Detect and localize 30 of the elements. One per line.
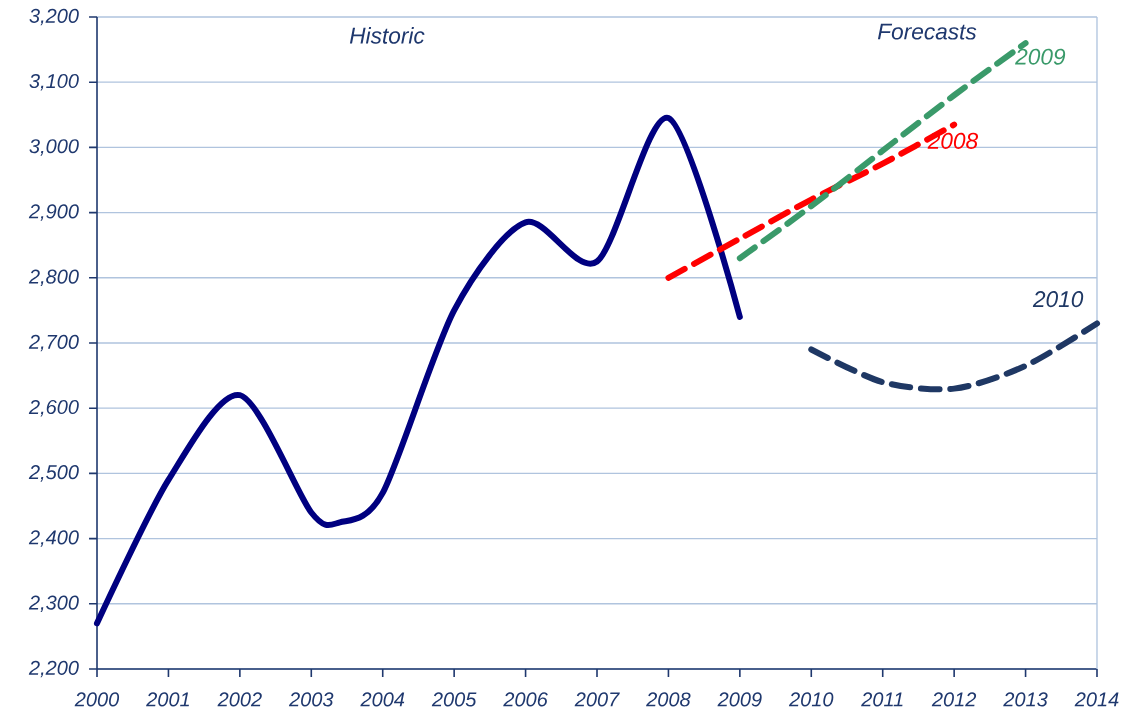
- y-tick-label: 2,800: [28, 269, 79, 287]
- annotation: Forecasts: [877, 23, 977, 40]
- x-tick-label: 2010: [788, 692, 834, 707]
- x-tick-label: 2011: [861, 692, 903, 707]
- x-tick-label: 2006: [503, 692, 548, 707]
- x-tick-label: 2009: [717, 692, 762, 707]
- y-tick-label: 2,600: [28, 399, 79, 417]
- x-tick-label: 2012: [931, 692, 977, 707]
- x-tick-label: 2000: [74, 692, 120, 707]
- y-tick-label: 2,900: [28, 204, 79, 221]
- x-tick-label: 2007: [574, 692, 620, 707]
- x-tick-label: 2003: [288, 692, 334, 707]
- x-tick-label: 2002: [217, 692, 262, 707]
- y-tick-label: 3,200: [29, 8, 79, 26]
- x-tick-label: 2004: [360, 692, 405, 707]
- x-tick-label: 2014: [1074, 692, 1119, 707]
- series-label: 2010: [1032, 291, 1084, 308]
- x-tick-label: 2001: [146, 692, 189, 707]
- y-tick-label: 2,400: [28, 530, 79, 547]
- x-tick-label: 2008: [646, 692, 691, 707]
- annotation: Historic: [349, 27, 425, 44]
- y-tick-label: 2,500: [28, 465, 79, 482]
- y-tick-label: 2,700: [28, 334, 79, 352]
- y-tick-label: 2,300: [28, 595, 79, 613]
- x-tick-label: 2005: [431, 692, 477, 707]
- y-tick-label: 3,000: [29, 139, 79, 156]
- y-tick-label: 2,200: [28, 660, 79, 678]
- y-tick-label: 3,100: [29, 73, 79, 91]
- series-label: 2009: [1015, 48, 1066, 65]
- x-tick-label: 2013: [1003, 692, 1048, 707]
